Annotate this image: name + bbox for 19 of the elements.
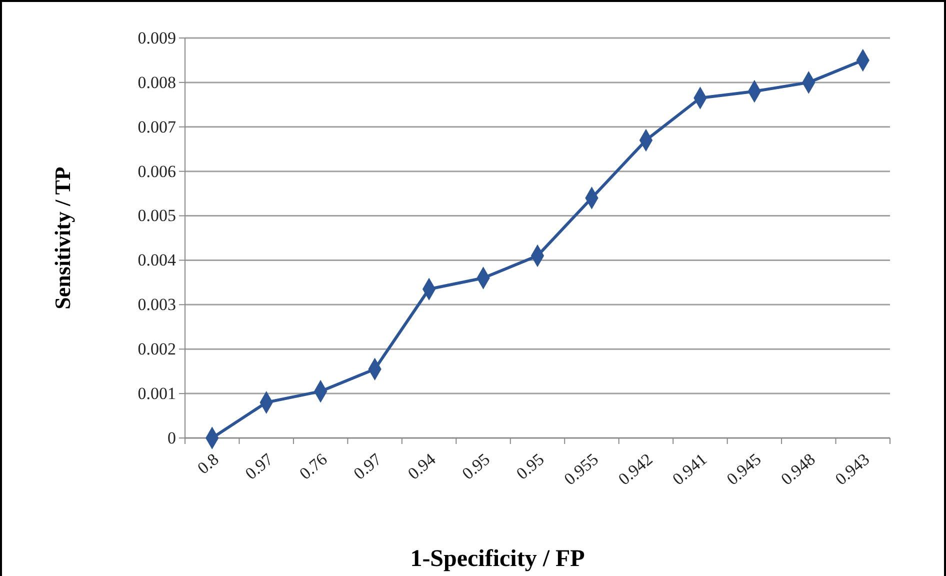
y-tick-label: 0.005 (138, 206, 176, 226)
x-axis-title: 1-Specificity / FP (410, 546, 585, 572)
y-tick-label: 0.001 (138, 384, 176, 403)
y-tick-label: 0.007 (138, 117, 176, 136)
x-tick-label: 0.76 (296, 450, 331, 484)
x-tick-label: 0.94 (404, 449, 440, 484)
x-tick-label: 0.8 (194, 450, 222, 478)
y-tick-label: 0.004 (138, 250, 176, 270)
y-tick-label: 0 (168, 428, 176, 448)
x-tick-label: 0.97 (242, 449, 277, 484)
y-axis-title: Sensitivity / TP (50, 166, 75, 310)
x-tick-label: 0.95 (458, 450, 494, 484)
x-tick-label: 0.95 (512, 450, 548, 484)
y-tick-label: 0.008 (138, 72, 176, 92)
y-tick-label: 0.003 (138, 295, 176, 314)
y-tick-label: 0.002 (138, 340, 176, 359)
y-tick-label: 0.006 (138, 162, 176, 181)
y-tick-label: 0.009 (138, 28, 176, 48)
x-tick-label: 0.97 (350, 449, 386, 484)
